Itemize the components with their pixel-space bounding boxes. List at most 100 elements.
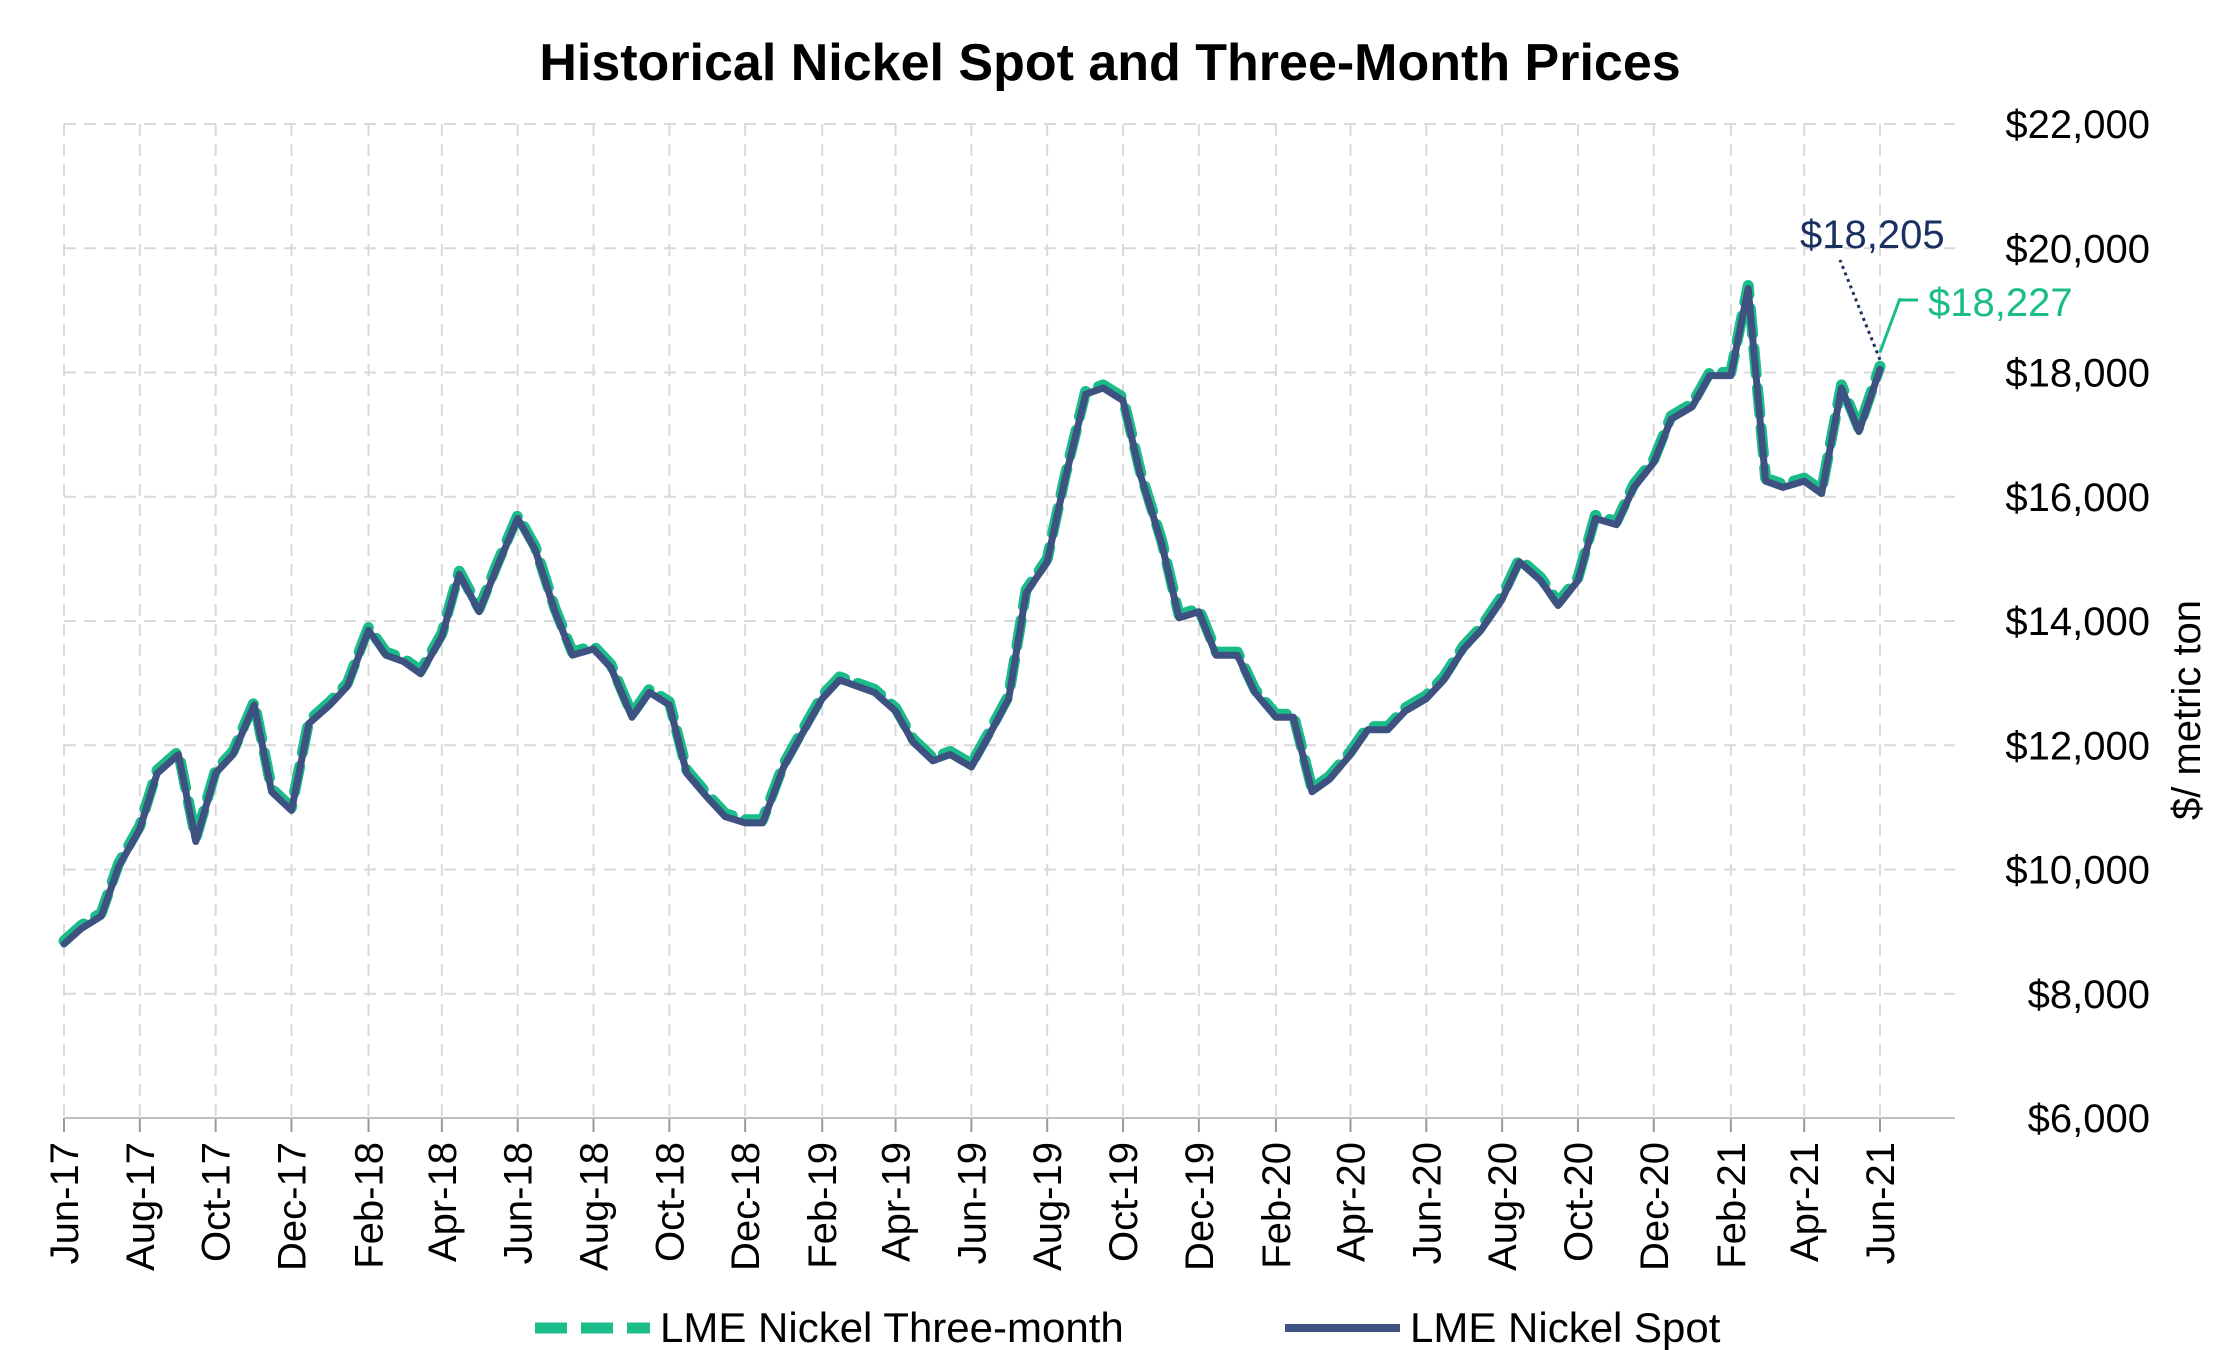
data-point — [118, 865, 120, 867]
data-point — [1501, 598, 1503, 600]
data-point — [610, 667, 612, 669]
data-point — [707, 797, 709, 799]
data-point — [873, 691, 875, 693]
data-point — [1670, 418, 1672, 420]
data-point — [308, 723, 310, 725]
data-point — [253, 704, 255, 706]
x-tick-label: Apr-18 — [421, 1142, 465, 1262]
y-tick-label: $14,000 — [2005, 600, 2150, 644]
data-point — [1443, 679, 1445, 681]
data-point — [571, 654, 573, 656]
data-point — [496, 567, 498, 569]
data-point — [1858, 431, 1860, 433]
x-tick-label: Dec-20 — [1633, 1142, 1677, 1271]
data-point — [1064, 480, 1066, 482]
annotation-leader-three-month — [1878, 297, 1918, 353]
x-tick-label: Aug-20 — [1481, 1142, 1525, 1271]
data-point — [534, 549, 536, 551]
data-point — [554, 611, 556, 613]
y-tick-label: $10,000 — [2005, 849, 2150, 893]
data-point — [177, 754, 179, 756]
x-tick-label: Dec-18 — [724, 1142, 768, 1271]
data-point — [783, 766, 785, 768]
x-axis: Jun-17 Aug-17 Oct-17 Dec-17 Feb-18 Apr-18 Jun-… — [43, 1117, 1955, 1271]
y-tick-label: $6,000 — [2028, 1097, 2150, 1141]
data-point — [724, 816, 726, 818]
y-tick-label: $16,000 — [2005, 476, 2150, 520]
data-point — [839, 679, 841, 681]
data-point — [1178, 617, 1180, 619]
annotation-layer: $18,205 $18,227 — [1800, 213, 2073, 361]
data-point — [1367, 729, 1369, 731]
data-point — [1594, 517, 1596, 519]
data-point — [970, 766, 972, 768]
x-tick-label: Feb-20 — [1255, 1142, 1299, 1269]
data-point — [1480, 629, 1482, 631]
x-tick-label: Jun-19 — [950, 1142, 994, 1264]
data-point — [1311, 791, 1313, 793]
x-tick-label: Dec-19 — [1178, 1142, 1222, 1271]
grid-lines — [63, 123, 1955, 1119]
data-point — [1782, 486, 1784, 488]
x-tick-label: Aug-18 — [573, 1142, 617, 1271]
y-tick-label: $8,000 — [2028, 973, 2150, 1017]
data-point — [1709, 375, 1711, 377]
data-point — [458, 573, 460, 575]
series-layer — [58, 280, 1886, 948]
data-point — [1653, 462, 1655, 464]
data-point — [368, 629, 370, 631]
data-point — [1879, 368, 1881, 370]
data-point — [1540, 580, 1542, 582]
data-point — [1633, 486, 1635, 488]
data-point — [1425, 698, 1427, 700]
y-axis: $6,000 $8,000 $10,000 $12,000 $14,000 $16,000… — [2005, 103, 2150, 1141]
data-point — [1198, 611, 1200, 613]
data-point — [912, 741, 914, 743]
data-point — [1577, 580, 1579, 582]
data-point — [156, 772, 158, 774]
data-point — [63, 943, 65, 945]
data-point — [517, 517, 519, 519]
data-point — [895, 710, 897, 712]
legend: LME Nickel Three-month LME Nickel Spot — [535, 1304, 1721, 1350]
x-tick-label: Aug-17 — [119, 1142, 163, 1271]
data-point — [1404, 710, 1406, 712]
y-tick-label: $20,000 — [2005, 227, 2150, 271]
data-point — [668, 704, 670, 706]
legend-label-spot: LME Nickel Spot — [1410, 1304, 1721, 1350]
data-point — [1840, 387, 1842, 389]
data-point — [744, 822, 746, 824]
data-point — [821, 698, 823, 700]
x-tick-label: Apr-19 — [875, 1142, 919, 1262]
x-tick-label: Oct-18 — [648, 1142, 692, 1262]
data-point — [1691, 406, 1693, 408]
x-tick-label: Dec-17 — [270, 1142, 314, 1271]
data-point — [139, 828, 141, 830]
data-point — [195, 841, 197, 843]
x-tick-label: Jun-17 — [43, 1142, 87, 1264]
data-point — [346, 685, 348, 687]
x-tick-label: Apr-20 — [1329, 1142, 1373, 1262]
data-point — [631, 716, 633, 718]
x-tick-label: Aug-19 — [1026, 1142, 1070, 1271]
data-point — [1025, 592, 1027, 594]
x-tick-label: Feb-19 — [801, 1142, 845, 1269]
x-tick-label: Oct-19 — [1102, 1142, 1146, 1262]
data-point — [1803, 480, 1805, 482]
data-point — [329, 704, 331, 706]
data-point — [932, 760, 934, 762]
data-point — [290, 809, 292, 811]
data-point — [1046, 561, 1048, 563]
data-point — [385, 654, 387, 656]
x-tick-label: Jun-20 — [1405, 1142, 1449, 1264]
data-point — [686, 772, 688, 774]
annotation-spot: $18,205 — [1800, 213, 1945, 257]
data-point — [1557, 604, 1559, 606]
data-point — [1161, 542, 1163, 544]
data-point — [420, 673, 422, 675]
data-point — [1519, 561, 1521, 563]
data-point — [1102, 387, 1104, 389]
data-point — [1387, 729, 1389, 731]
